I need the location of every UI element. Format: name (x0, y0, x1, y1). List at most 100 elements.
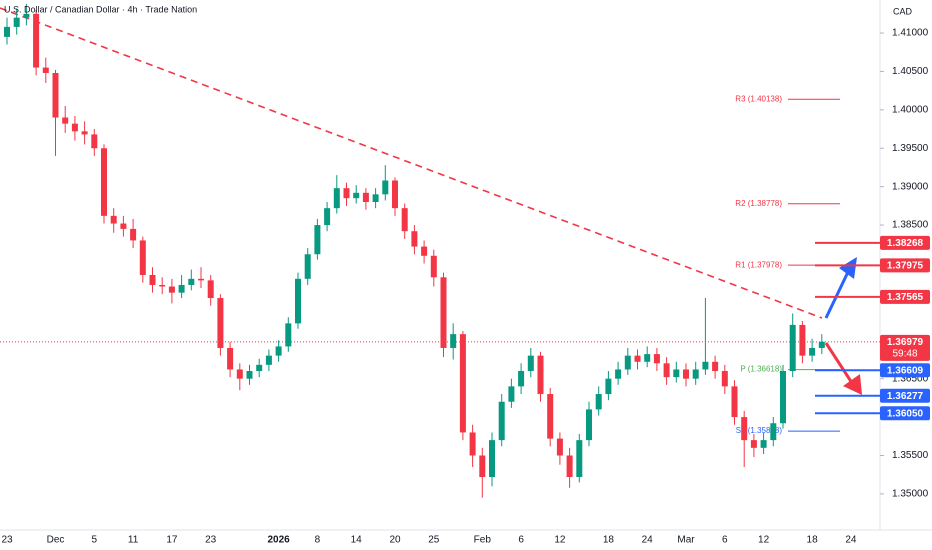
candle-body (450, 334, 457, 348)
x-tick-label: 23 (1, 535, 13, 546)
candle-body (721, 371, 728, 387)
pivot-label: R3 (1.40138) (735, 94, 782, 103)
candle-body (818, 341, 825, 348)
price-badge-label: 1.37565 (887, 292, 924, 303)
chart-title: U.S. Dollar / Canadian Dollar · 4h · Tra… (4, 4, 197, 14)
down-arrow (824, 342, 854, 384)
last-price-label: 1.36979 (887, 337, 924, 348)
x-tick-label: 17 (166, 535, 178, 546)
y-tick-label: 1.35500 (892, 450, 929, 461)
candle-body (62, 117, 69, 124)
candle-body (440, 277, 447, 348)
price-badge (880, 388, 930, 403)
x-tick-label: 5 (92, 535, 98, 546)
candle-body (110, 215, 117, 224)
candle-body (789, 324, 796, 371)
candle-body (382, 180, 389, 195)
candle-body (120, 223, 127, 229)
candle-body (508, 386, 515, 402)
candle-body (547, 394, 554, 439)
price-badge (880, 406, 930, 421)
x-tick-label: 20 (389, 535, 401, 546)
candle-body (469, 432, 476, 456)
candle-body (653, 354, 660, 364)
candle-body (285, 323, 292, 347)
candle-body (324, 208, 331, 226)
x-tick-label: 14 (351, 535, 363, 546)
candle-body (605, 378, 612, 395)
x-tick-label: Dec (47, 535, 65, 546)
candle-body (42, 67, 49, 73)
candle-body (595, 394, 602, 410)
candle-body (518, 371, 525, 387)
candle-body (770, 423, 777, 441)
candle-body (33, 13, 40, 68)
candle-body (731, 386, 738, 418)
trendline (0, 7, 823, 319)
x-tick-label: 25 (428, 535, 440, 546)
candle-body (343, 188, 350, 199)
x-tick-label: 23 (205, 535, 217, 546)
x-tick-label: 24 (845, 535, 857, 546)
candle-body (353, 192, 360, 199)
candle-body (168, 286, 175, 293)
candle-body (4, 26, 10, 37)
y-tick-label: 1.39500 (892, 143, 929, 154)
candle-body (760, 440, 767, 448)
candle-body (634, 355, 641, 362)
x-tick-label: 12 (554, 535, 566, 546)
candle-body (421, 246, 428, 256)
candle-body (130, 228, 137, 241)
candle-body (624, 355, 631, 370)
y-tick-label: 1.41000 (892, 28, 929, 39)
candle-body (304, 254, 311, 279)
candle-body (246, 371, 253, 379)
candle-body (527, 355, 534, 371)
price-badge-label: 1.36277 (887, 391, 924, 402)
x-tick-label: 6 (722, 535, 728, 546)
candle-body (314, 225, 321, 255)
y-tick-label: 1.35000 (892, 489, 929, 500)
candle-body (275, 346, 282, 356)
y-tick-label: 1.40000 (892, 104, 929, 115)
currency-label: CAD (893, 6, 913, 16)
candle-body (663, 363, 670, 378)
x-tick-label: 2026 (267, 535, 290, 546)
candle-body (673, 369, 680, 378)
candle-body (741, 417, 748, 441)
price-badge (880, 363, 930, 378)
candle-body (392, 180, 398, 209)
candle-body (702, 361, 709, 370)
candle-body (615, 369, 622, 379)
candle-body (683, 369, 689, 379)
candle-body (295, 278, 301, 324)
x-tick-label: 12 (758, 535, 770, 546)
price-badge (880, 258, 930, 273)
x-tick-label: 24 (642, 535, 654, 546)
candle-body (198, 278, 204, 281)
candle-body (780, 371, 786, 424)
candle-body (91, 134, 98, 149)
candle-body (81, 131, 88, 135)
price-badge-label: 1.36050 (887, 408, 924, 419)
candle-body (576, 440, 583, 477)
x-tick-label: Mar (677, 535, 695, 546)
candle-body (586, 409, 592, 441)
x-tick-label: 11 (128, 535, 139, 546)
candle-body (401, 208, 408, 232)
up-arrow-head (839, 257, 857, 279)
candle-body (479, 455, 486, 477)
candle-body (178, 284, 185, 293)
x-tick-label: 18 (807, 535, 819, 546)
countdown-label: 59:48 (892, 349, 917, 360)
pivot-label: R1 (1.37978) (735, 260, 782, 269)
x-tick-label: 8 (315, 535, 321, 546)
candle-body (372, 194, 379, 203)
y-tick-label: 1.40500 (892, 66, 929, 77)
x-tick-label: 6 (518, 535, 524, 546)
candle-body (692, 369, 699, 379)
candle-body (644, 354, 651, 362)
candle-body (227, 347, 234, 370)
candle-body (207, 280, 214, 299)
